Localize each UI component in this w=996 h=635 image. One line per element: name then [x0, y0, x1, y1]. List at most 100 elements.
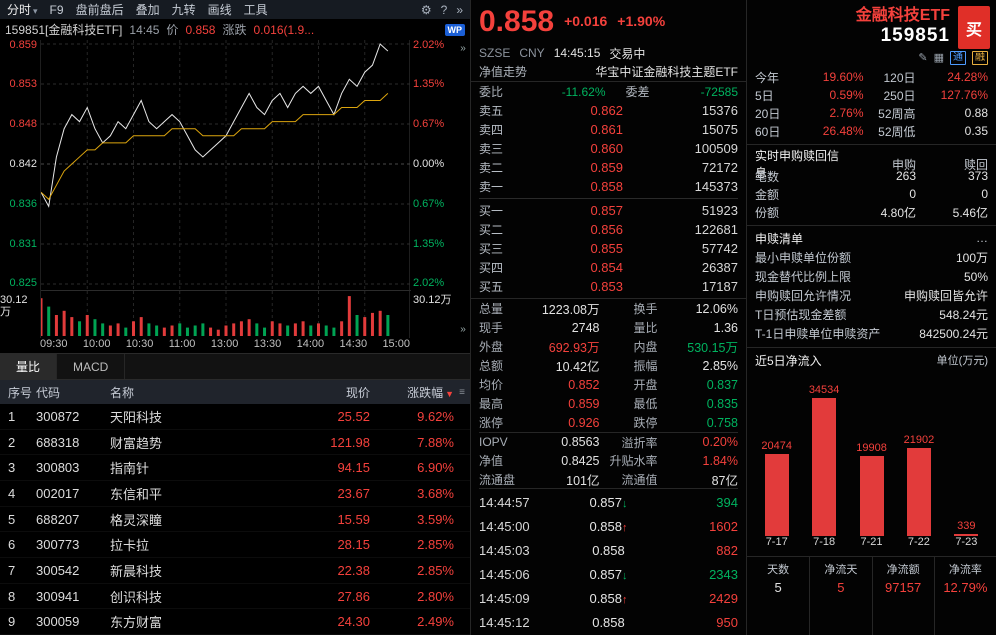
constituent-row[interactable]: 5 688207 格灵深瞳 15.59 3.59%	[0, 507, 470, 533]
ask-size: 145373	[694, 179, 738, 194]
tab-macd[interactable]: MACD	[57, 354, 126, 379]
bid-size: 17187	[701, 279, 738, 294]
nav-trend-link[interactable]: 净值走势	[479, 65, 528, 79]
volume-axis-label: 30.12万	[413, 294, 452, 306]
flow-bar-slot: 19908	[848, 442, 895, 536]
ask-row[interactable]: 卖二 0.859 72172	[479, 158, 738, 177]
col-code[interactable]: 代码	[36, 385, 61, 400]
flow-bar	[764, 454, 789, 536]
stats-row: 均价 0.852 开盘 0.837	[479, 377, 738, 393]
ask-row[interactable]: 卖五 0.862 15376	[479, 101, 738, 120]
row-code: 300773	[36, 537, 80, 553]
pencil-icon[interactable]: ✎	[918, 52, 928, 64]
bid-row[interactable]: 买三 0.855 57742	[479, 239, 738, 258]
toolbar-item-overlay[interactable]: 叠加	[135, 3, 160, 17]
bid-row[interactable]: 买四 0.854 26387	[479, 258, 738, 277]
indicator-tabbar: 量比 MACD	[0, 353, 470, 380]
exchange-label: SZSE	[479, 46, 511, 60]
flow-section-header: 近5日净流入 单位(万元)	[755, 353, 988, 368]
flow-bar-slot: 20474	[753, 440, 800, 536]
commission-ratio-row: 委比 -11.62% 委差 -72585	[471, 82, 746, 101]
bid-row[interactable]: 买二 0.856 122681	[479, 220, 738, 239]
time-axis: 09:30 10:00 10:30 11:00 13:00 13:30 14:0…	[40, 338, 410, 353]
stats-row: 总额 10.42亿 振幅 2.85%	[479, 358, 738, 375]
column-grip-icon[interactable]: ≡	[459, 386, 465, 398]
ask-row[interactable]: 卖一 0.858 145373	[479, 177, 738, 196]
ask-price: 0.858	[590, 179, 623, 194]
period-select[interactable]: 分时 ▾	[7, 3, 38, 17]
col-seq[interactable]: 序号	[8, 385, 33, 400]
ask-size: 15075	[701, 122, 738, 137]
toolbar-item-pre-post[interactable]: 盘前盘后	[75, 3, 124, 17]
col-name[interactable]: 名称	[110, 385, 135, 400]
constituent-row[interactable]: 6 300773 拉卡拉 28.15 2.85%	[0, 532, 470, 559]
toolbar-item-draw[interactable]: 画线	[207, 3, 232, 17]
row-code: 300542	[36, 562, 80, 578]
collapse-icon[interactable]: »	[460, 324, 466, 335]
constituent-row[interactable]: 7 300542 新晨科技 22.38 2.85%	[0, 558, 470, 584]
more-icon[interactable]: …	[976, 231, 988, 245]
x-axis-label: 10:30	[125, 338, 154, 350]
divider	[747, 144, 996, 145]
gear-icon[interactable]: ⚙	[420, 2, 432, 17]
stats-row: 总量 1223.08万 换手 12.06%	[479, 301, 738, 318]
row-pct: 9.62%	[417, 408, 454, 424]
row-pct: 6.90%	[417, 460, 454, 476]
percent-axis-right: 2.02% 1.35% 0.67% 0.00% 0.67% 1.35% 2.02…	[410, 39, 456, 338]
row-name: 新晨科技	[110, 563, 163, 579]
y-axis-label: 0.842	[9, 158, 37, 170]
row-seq: 2	[8, 434, 16, 450]
redeem-section-header: 申赎清单 …	[755, 231, 988, 246]
row-pct: 7.88%	[417, 434, 454, 450]
constituent-row[interactable]: 8 300941 创识科技 27.86 2.80%	[0, 584, 470, 610]
redeem-row: 申购赎回允许情况 申购赎回皆允许	[755, 289, 988, 303]
price-change-pct: +1.90%	[617, 13, 666, 29]
chevrons-right-icon[interactable]: »	[456, 2, 463, 17]
flow-summary-cell: 净流率 12.79%	[933, 557, 996, 635]
ask-row[interactable]: 卖三 0.860 100509	[479, 139, 738, 158]
row-pct: 3.68%	[417, 485, 454, 501]
toolbar-item-tools[interactable]: 工具	[243, 3, 268, 17]
row-code: 300059	[36, 614, 80, 630]
weicha-label: 委差	[625, 85, 650, 99]
sort-desc-icon[interactable]: ▼	[445, 388, 454, 399]
bid-price: 0.854	[590, 260, 623, 275]
flow-x-label: 7-23	[955, 536, 978, 548]
help-icon[interactable]: ?	[440, 2, 448, 17]
constituent-row[interactable]: 1 300872 天阳科技 25.52 9.62%	[0, 404, 470, 430]
buy-button[interactable]: 买	[958, 6, 990, 49]
chart-plot-area[interactable]	[40, 40, 411, 338]
price-axis-left: 0.859 0.853 0.848 0.842 0.836 0.831 0.82…	[0, 39, 40, 338]
tick-row: 14:44:57 0.857↓ 394	[479, 494, 738, 510]
collapse-icon[interactable]: »	[460, 43, 466, 54]
wp-logo: WP	[444, 23, 465, 36]
constituent-row[interactable]: 4 002017 东信和平 23.67 3.68%	[0, 481, 470, 507]
constituent-row[interactable]: 9 300059 东方财富 24.30 2.49%	[0, 609, 470, 635]
row-price: 15.59	[337, 511, 370, 527]
row-code: 688318	[36, 434, 80, 450]
ask-row[interactable]: 卖四 0.861 15075	[479, 120, 738, 139]
row-pct: 2.80%	[417, 588, 454, 604]
row-price: 24.30	[337, 614, 370, 630]
bid-row[interactable]: 买一 0.857 51923	[479, 201, 738, 220]
row-pct: 2.85%	[417, 562, 454, 578]
col-price[interactable]: 现价	[345, 385, 370, 400]
toolbar-item-f9[interactable]: F9	[49, 2, 64, 17]
ask-price: 0.861	[590, 122, 623, 137]
ask-price: 0.859	[590, 160, 623, 175]
bid-row[interactable]: 买五 0.853 17187	[479, 277, 738, 296]
subscription-row: 金额 0 0	[755, 187, 988, 202]
intraday-volume-chart	[41, 290, 411, 336]
col-pct[interactable]: 涨跌幅 ▼	[407, 385, 454, 400]
quote-head: 0.858 +0.016 +1.90%	[471, 0, 746, 44]
constituent-row[interactable]: 3 300803 指南针 94.15 6.90%	[0, 455, 470, 482]
ask-label: 卖四	[479, 123, 504, 137]
tab-liangbi[interactable]: 量比	[0, 354, 58, 379]
flow-x-axis: 7-17 7-18 7-21 7-22 7-23	[747, 536, 996, 552]
divider	[747, 225, 996, 226]
performance-grid: 今年 19.60% 120日 24.28% 5日 0.59% 250日 127.76% …	[747, 66, 996, 140]
grid-icon[interactable]: ▦	[933, 52, 944, 64]
row-pct: 3.59%	[417, 511, 454, 527]
toolbar-item-nine-turn[interactable]: 九转	[171, 3, 196, 17]
constituent-row[interactable]: 2 688318 财富趋势 121.98 7.88%	[0, 430, 470, 456]
